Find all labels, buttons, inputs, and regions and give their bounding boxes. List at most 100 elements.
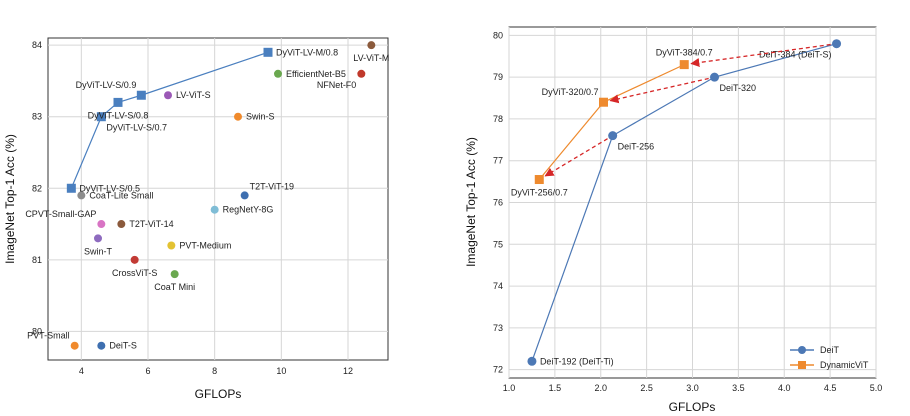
model-point-label: LV-ViT-M [353, 53, 389, 63]
left-x-tick-label: 8 [212, 366, 217, 376]
legend-deit-marker [798, 346, 806, 354]
model-point-marker [164, 91, 172, 100]
right-y-tick-label: 77 [493, 156, 503, 166]
dyvit-lv-point-label: DyViT-LV-M/0.8 [276, 47, 338, 57]
right-y-tick-label: 78 [493, 114, 503, 124]
deit-circle-marker [832, 39, 842, 49]
right-legend: DeiT DynamicViT [790, 345, 869, 370]
left-plot-area [47, 37, 389, 361]
model-point-marker [367, 41, 376, 50]
right-y-tick-label: 72 [493, 365, 503, 375]
right-x-tick-label: 2.0 [594, 383, 607, 393]
dyvit-lv-square-marker [96, 112, 106, 122]
model-point-marker [170, 270, 179, 279]
model-point-label: CoaT Mini [154, 282, 195, 292]
left-x-tick-label: 4 [79, 366, 84, 376]
model-point-label: CrossViT-S [112, 268, 157, 278]
right-x-tick-label: 4.5 [824, 383, 837, 393]
left-y-tick-label: 81 [32, 255, 42, 265]
dyvit-lv-square-marker [136, 90, 146, 100]
deit-point-label: DeiT-192 (DeiT-Ti) [540, 356, 614, 366]
deit-line [531, 43, 837, 362]
model-point-label: PVT-Small [27, 331, 70, 341]
right-y-tick-label: 76 [493, 198, 503, 208]
model-point-marker [97, 341, 106, 350]
deit-circle-marker [527, 356, 537, 366]
dyvit-lv-point-label: DyViT-LV-S/0.9 [76, 80, 137, 90]
model-point-label: T2T-ViT-14 [129, 219, 173, 229]
model-point-label: EfficientNet-B5 [286, 69, 346, 79]
right-x-tick-label: 2.5 [640, 383, 653, 393]
dynamicvit-point-label: DyViT-320/0.7 [542, 87, 599, 97]
model-point-marker [357, 69, 366, 78]
model-point-marker [274, 69, 282, 78]
dynamicvit-point-label: DyViT-256/0.7 [511, 188, 568, 198]
right-y-tick-label: 79 [493, 72, 503, 82]
left-y-tick-label: 84 [32, 40, 42, 50]
left-y-tick-label: 80 [32, 326, 42, 336]
model-point-label: Swin-S [246, 112, 275, 122]
model-point-marker [234, 112, 242, 121]
left-points: PVT-Small DeiT-S CoaT-Lite Small CPVT-Small… [25, 41, 389, 351]
right-y-tick-label: 73 [493, 323, 503, 333]
legend-deit-label: DeiT [820, 345, 840, 355]
model-point-marker [117, 220, 126, 229]
right-x-tick-label: 1.5 [549, 383, 562, 393]
dynamicvit-square-marker [599, 97, 609, 107]
left-x-tick-label: 6 [145, 366, 150, 376]
left-series: DyViT-LV-S/0.5 DyViT-LV-S/0.7 DyViT-LV-S/0… [66, 47, 338, 193]
model-point-marker [130, 255, 139, 264]
dynamicvit-square-marker [679, 60, 689, 70]
dynamicvit-point-label: DyViT-384/0.7 [656, 48, 713, 58]
dynamicvit-square-marker [534, 175, 544, 185]
model-point-marker [167, 241, 176, 250]
right-tick-labels: 1.0 1.5 2.0 2.5 3.0 3.5 4.0 4.5 5.0 72 73 74 75 76 77 7… [493, 30, 882, 393]
model-point-label: DeiT-S [109, 341, 137, 351]
right-arrows [544, 43, 831, 177]
deit-point-label: DeiT-384 (DeiT-S) [759, 50, 832, 60]
model-point-label: T2T-ViT-19 [250, 181, 294, 191]
model-point-marker [210, 205, 219, 214]
dyvit-lv-square-marker [113, 97, 123, 107]
left-tick-labels: 4 6 8 10 12 80 81 82 83 84 [32, 40, 353, 376]
deit-point-label: DeiT-320 [720, 83, 757, 93]
right-y-tick-label: 74 [493, 281, 503, 291]
left-x-axis-label: GFLOPs [195, 387, 242, 401]
model-point-marker [70, 341, 79, 350]
dyvit-lv-point-label: DyViT-LV-S/0.7 [106, 123, 167, 133]
right-x-tick-label: 4.0 [778, 383, 791, 393]
model-point-label: PVT-Medium [179, 241, 231, 251]
model-point-label: Swin-T [84, 246, 113, 256]
model-point-marker [240, 191, 249, 200]
model-point-marker [94, 234, 102, 243]
model-point-label: CoaT-Lite Small [89, 190, 153, 200]
dyvit-lv-point-label: DyViT-LV-S/0.8 [88, 110, 149, 120]
right-x-tick-label: 3.0 [686, 383, 699, 393]
right-x-tick-label: 1.0 [503, 383, 516, 393]
model-point-label: RegNetY-8G [223, 205, 274, 215]
model-point-label: NFNet-F0 [317, 80, 357, 90]
right-y-tick-label: 75 [493, 239, 503, 249]
deit-circle-marker [710, 72, 720, 82]
model-point-label: CPVT-Small-GAP [25, 209, 96, 219]
model-point-label: LV-ViT-S [176, 90, 211, 100]
left-y-tick-label: 83 [32, 112, 42, 122]
dyvit-lv-square-marker [263, 47, 273, 57]
right-x-tick-label: 5.0 [870, 383, 883, 393]
left-y-axis-label: ImageNet Top-1 Acc (%) [3, 134, 17, 264]
pruning-arrow [544, 138, 608, 177]
dyvit-lv-square-marker [66, 183, 76, 193]
right-y-axis-label: ImageNet Top-1 Acc (%) [464, 137, 478, 267]
legend-dynamicvit-marker [798, 361, 806, 369]
deit-circle-marker [608, 131, 618, 141]
right-x-tick-label: 3.5 [732, 383, 745, 393]
right-x-axis-label: GFLOPs [669, 400, 716, 414]
left-y-tick-label: 82 [32, 183, 42, 193]
dyvit-lv-point-label: DyViT-LV-S/0.5 [79, 183, 140, 193]
deit-point-label: DeiT-256 [618, 142, 655, 152]
pruning-arrow [609, 77, 709, 104]
pruning-arrow [690, 43, 831, 68]
left-x-tick-label: 10 [276, 366, 286, 376]
